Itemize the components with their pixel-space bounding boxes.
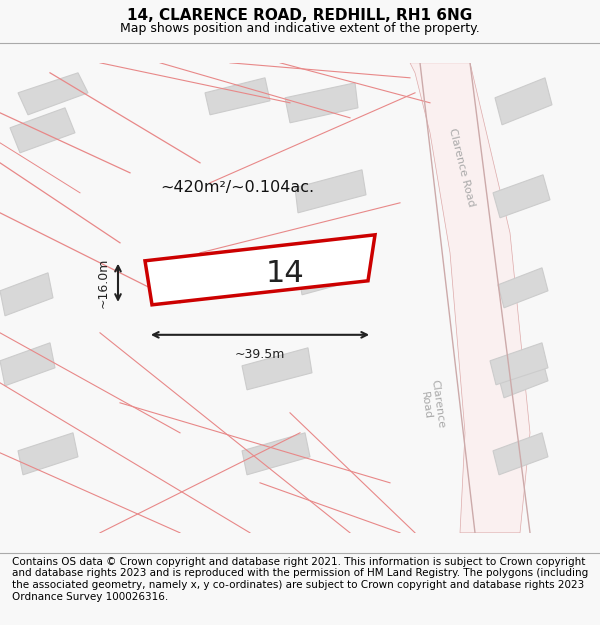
- Text: ~420m²/~0.104ac.: ~420m²/~0.104ac.: [160, 181, 314, 196]
- Polygon shape: [490, 342, 548, 385]
- Polygon shape: [18, 432, 78, 475]
- Text: Map shows position and indicative extent of the property.: Map shows position and indicative extent…: [120, 22, 480, 35]
- Text: Clarence Road: Clarence Road: [448, 127, 476, 208]
- Polygon shape: [10, 108, 75, 153]
- Polygon shape: [285, 83, 358, 123]
- Polygon shape: [410, 63, 530, 532]
- Polygon shape: [18, 73, 88, 115]
- Text: 14, CLARENCE ROAD, REDHILL, RH1 6NG: 14, CLARENCE ROAD, REDHILL, RH1 6NG: [127, 8, 473, 22]
- Text: Clarence
Road: Clarence Road: [418, 379, 446, 431]
- Text: ~39.5m: ~39.5m: [235, 348, 285, 361]
- Text: Contains OS data © Crown copyright and database right 2021. This information is : Contains OS data © Crown copyright and d…: [12, 557, 588, 601]
- Polygon shape: [295, 170, 366, 212]
- Polygon shape: [205, 78, 270, 115]
- Polygon shape: [498, 357, 548, 398]
- Polygon shape: [242, 432, 310, 475]
- Text: ~16.0m: ~16.0m: [97, 258, 110, 308]
- Polygon shape: [493, 432, 548, 475]
- Polygon shape: [0, 273, 53, 316]
- Polygon shape: [298, 253, 365, 295]
- Polygon shape: [0, 342, 55, 386]
- Polygon shape: [242, 348, 312, 390]
- Polygon shape: [145, 235, 375, 305]
- Polygon shape: [498, 268, 548, 308]
- Polygon shape: [493, 175, 550, 218]
- Polygon shape: [495, 78, 552, 125]
- Text: 14: 14: [266, 259, 304, 288]
